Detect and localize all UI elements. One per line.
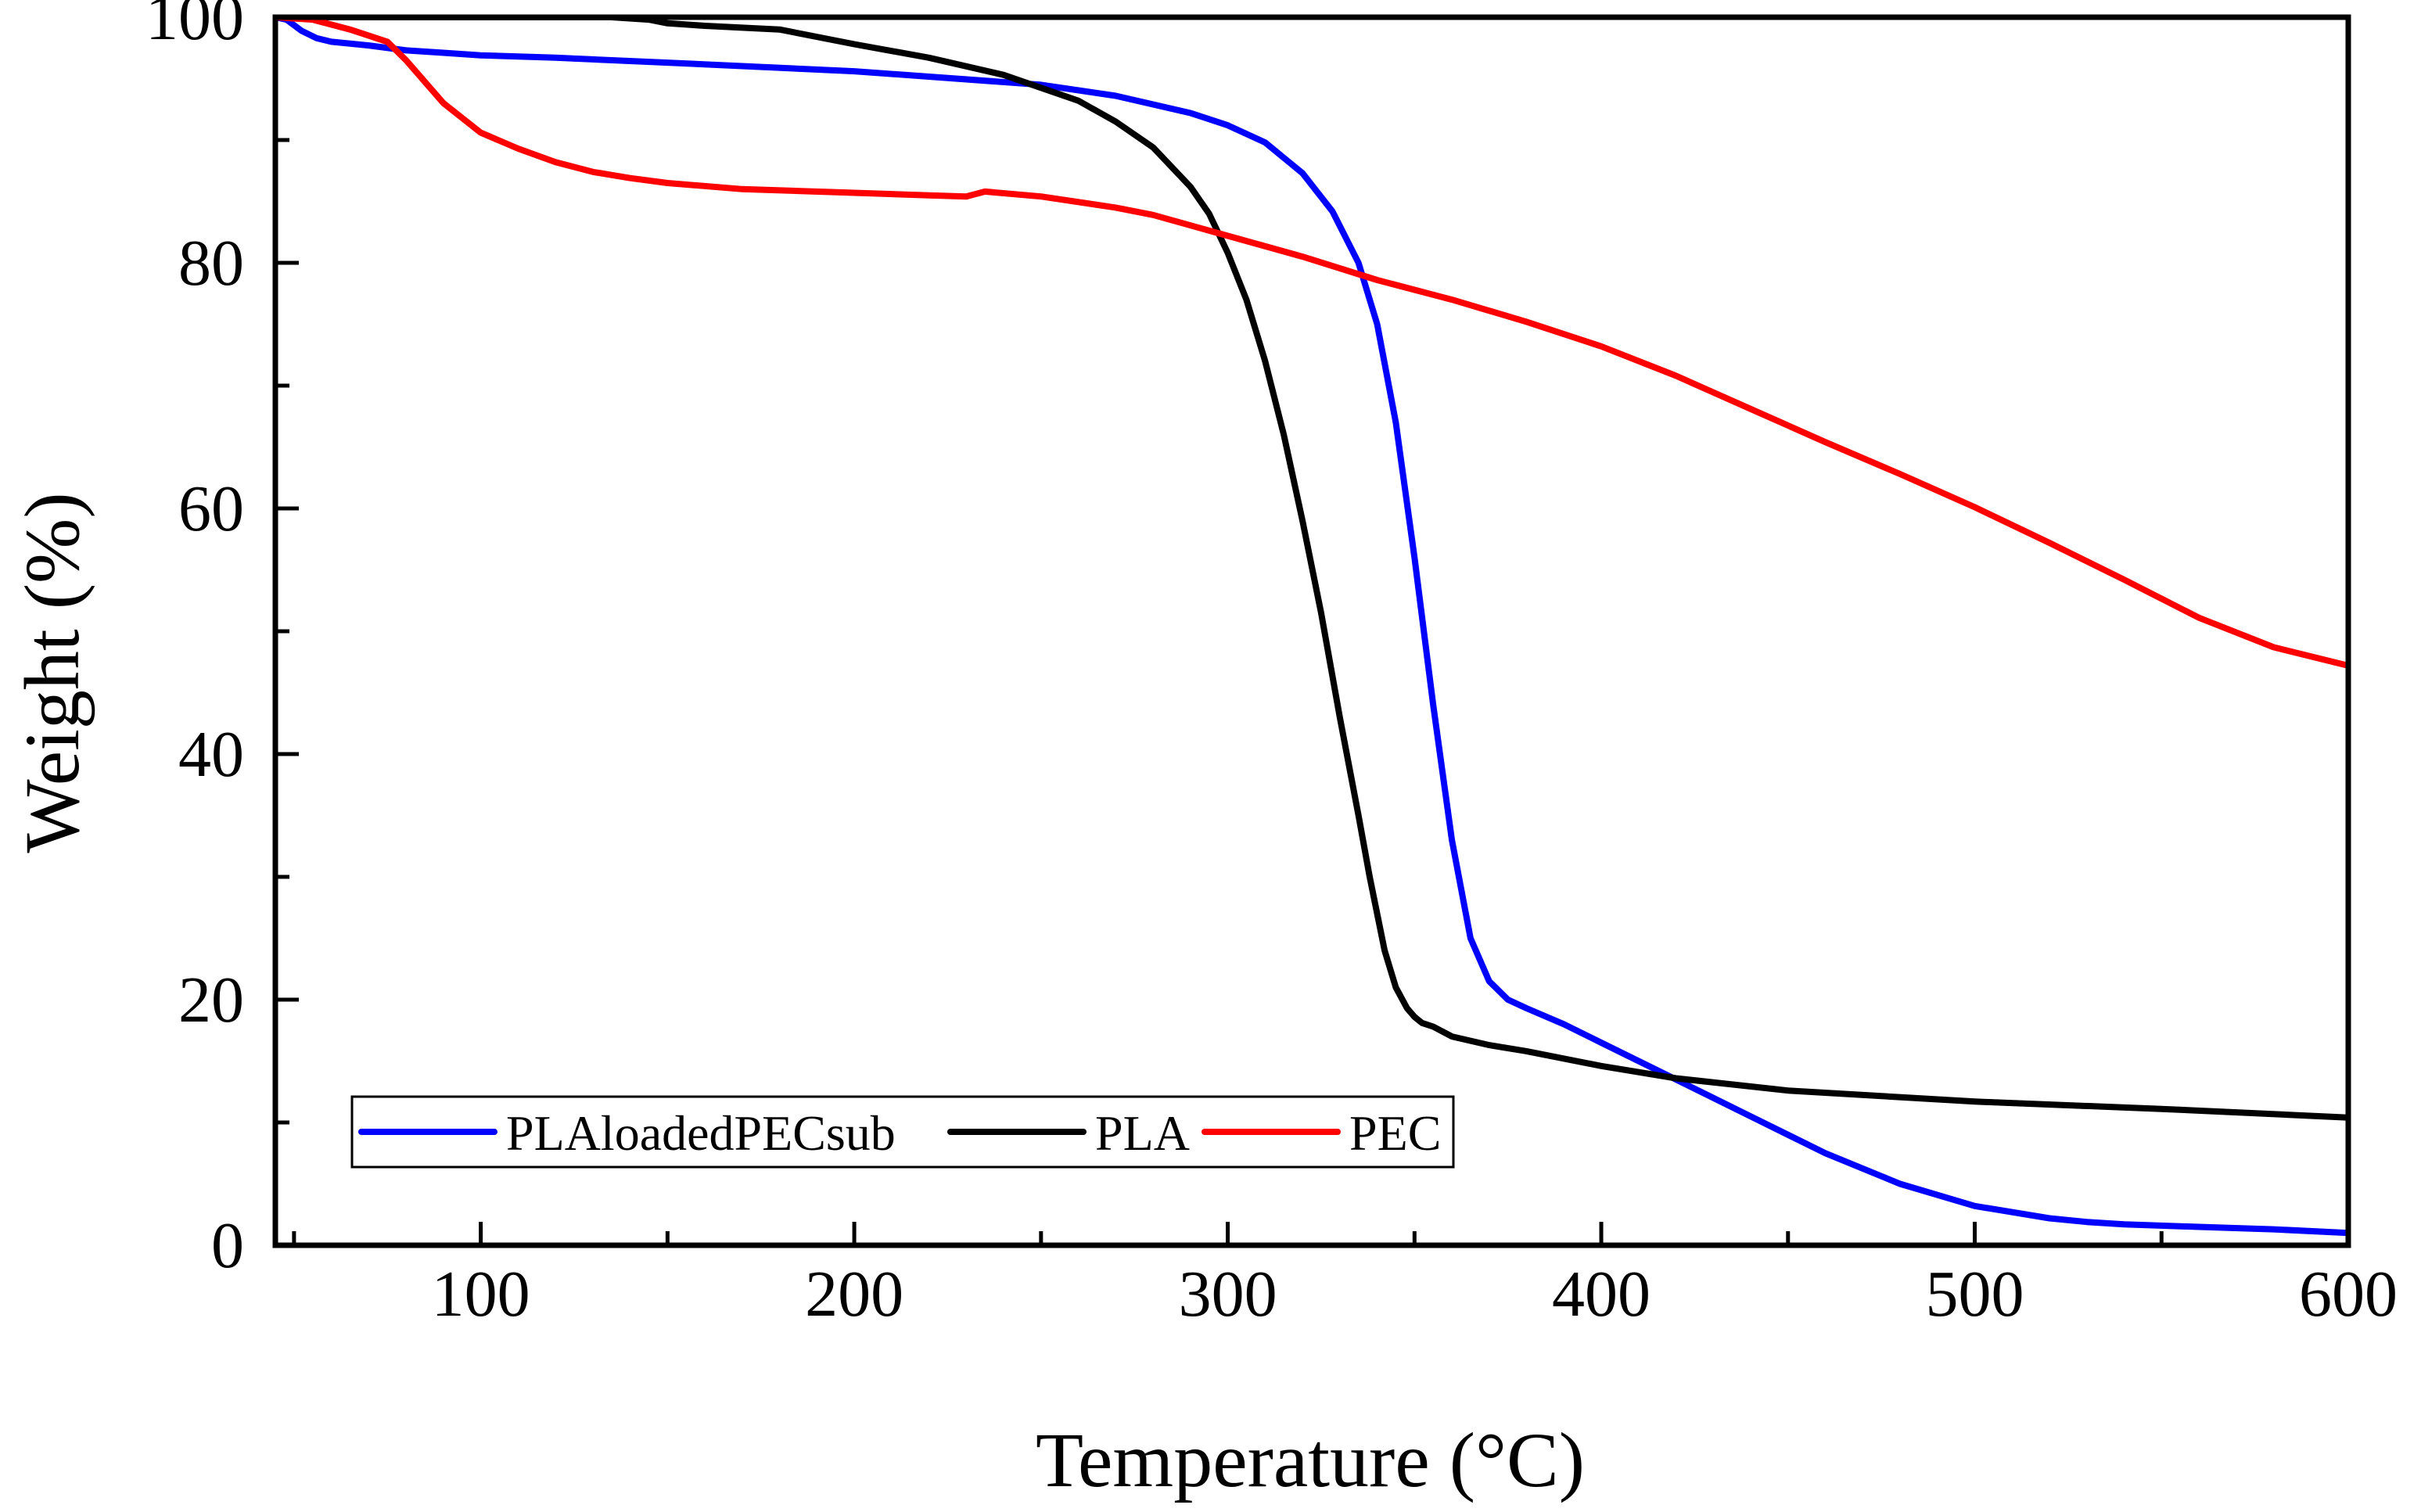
y-tick-label-40: 40 (178, 718, 244, 791)
y-tick-label-80: 80 (178, 227, 244, 300)
x-axis-title: Temperature (°C) (1036, 1417, 1585, 1503)
y-tick-label-60: 60 (178, 472, 244, 545)
series-layer (275, 17, 2348, 1237)
tick-labels: 100 200 300 400 500 600 0 20 40 60 80 100 (145, 0, 2398, 1331)
legend-item-plaloadedpecsub: PLAloadedPECsub (358, 1105, 896, 1161)
x-tick-label-100: 100 (432, 1258, 530, 1331)
x-tick-label-400: 400 (1552, 1258, 1651, 1331)
plot-frame (272, 14, 2351, 1248)
y-axis-title: Weight (%) (9, 492, 95, 853)
y-tick-label-100: 100 (145, 0, 244, 54)
x-tick-label-300: 300 (1179, 1258, 1277, 1331)
y-tick-label-20: 20 (178, 964, 244, 1036)
x-tick-label-600: 600 (2299, 1258, 2398, 1331)
y-tick-label-0: 0 (211, 1209, 244, 1282)
legend-label-pla: PLA (1095, 1105, 1190, 1161)
x-tick-label-500: 500 (1926, 1258, 2024, 1331)
series-line-plaloadedpecsub (275, 17, 2348, 1237)
series-line-pec (275, 17, 2348, 669)
x-tick-label-200: 200 (805, 1258, 903, 1331)
legend: PLAloadedPECsub PLA PEC (350, 1095, 1455, 1169)
legend-label-pec: PEC (1349, 1105, 1441, 1161)
legend-item-pla: PLA (947, 1105, 1190, 1161)
series-line-pla (275, 17, 2348, 1121)
legend-label-plaloadedpecsub: PLAloadedPECsub (506, 1105, 896, 1161)
legend-item-pec: PEC (1202, 1105, 1441, 1161)
